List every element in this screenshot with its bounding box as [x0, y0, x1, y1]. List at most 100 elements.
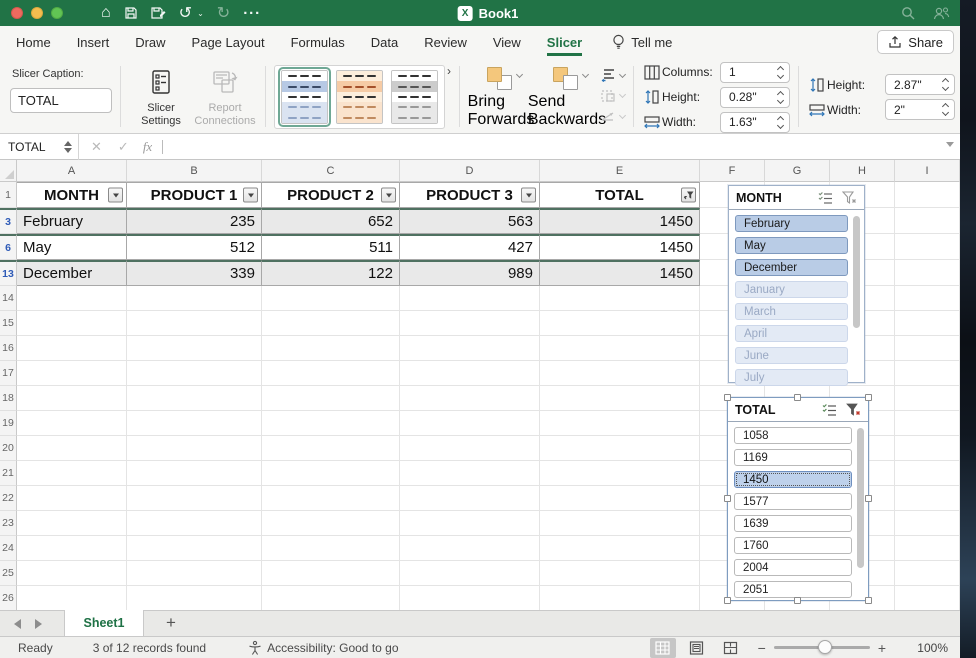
row-header-13[interactable]: 13: [0, 260, 17, 286]
column-header-F[interactable]: F: [700, 160, 765, 182]
empty-cell[interactable]: [127, 311, 262, 336]
empty-cell[interactable]: [400, 461, 540, 486]
resize-handle[interactable]: [794, 394, 801, 401]
next-sheet-icon[interactable]: [35, 619, 42, 629]
empty-cell[interactable]: [127, 536, 262, 561]
multi-select-icon[interactable]: [822, 403, 837, 416]
shape-height-input[interactable]: 2.87": [885, 74, 955, 95]
empty-cell[interactable]: [540, 411, 700, 436]
empty-cell[interactable]: [540, 386, 700, 411]
tab-slicer[interactable]: Slicer: [546, 28, 583, 56]
undo-dropdown-icon[interactable]: ⌄: [197, 8, 204, 18]
empty-cell[interactable]: [17, 286, 127, 311]
total-slicer-item-1058[interactable]: 1058: [734, 427, 852, 444]
empty-cell[interactable]: [127, 386, 262, 411]
empty-cell[interactable]: [127, 336, 262, 361]
empty-cell[interactable]: [540, 511, 700, 536]
empty-cell[interactable]: [262, 411, 400, 436]
clear-filter-icon[interactable]: [842, 190, 857, 205]
empty-cell[interactable]: [540, 536, 700, 561]
total-slicer[interactable]: TOTAL 1058 1169 1450 1577 1639 1760 2004 2051: [724, 394, 872, 604]
align-dropdown-icon[interactable]: [618, 70, 627, 78]
formula-bar-expand-icon[interactable]: [946, 142, 954, 147]
month-slicer-item-january[interactable]: January: [735, 281, 848, 298]
empty-cell[interactable]: [17, 386, 127, 411]
tab-data[interactable]: Data: [370, 35, 399, 50]
table-cell[interactable]: 1450: [540, 234, 700, 260]
empty-cell[interactable]: [895, 336, 960, 361]
slicer-columns-stepper[interactable]: [776, 65, 785, 79]
empty-cell[interactable]: [895, 286, 960, 311]
resize-handle[interactable]: [724, 495, 731, 502]
month-slicer-item-june[interactable]: June: [735, 347, 848, 364]
empty-cell[interactable]: [400, 436, 540, 461]
row-header-15[interactable]: 15: [0, 311, 17, 336]
empty-cell[interactable]: [127, 286, 262, 311]
empty-cell[interactable]: [17, 336, 127, 361]
send-backwards-button[interactable]: Send Backwards: [528, 66, 606, 129]
table-cell[interactable]: May: [17, 234, 127, 260]
row-header-14[interactable]: 14: [0, 286, 17, 311]
empty-cell[interactable]: [17, 486, 127, 511]
empty-cell[interactable]: [895, 182, 960, 208]
row-header-3[interactable]: 3: [0, 208, 17, 234]
month-slicer-item-march[interactable]: March: [735, 303, 848, 320]
empty-cell[interactable]: [17, 361, 127, 386]
empty-cell[interactable]: [262, 561, 400, 586]
minimize-button[interactable]: [31, 7, 43, 19]
empty-cell[interactable]: [400, 486, 540, 511]
name-box-spinner[interactable]: [64, 140, 72, 153]
slicer-height-input[interactable]: 0.28": [720, 86, 790, 108]
tab-view[interactable]: View: [492, 35, 521, 50]
empty-cell[interactable]: [895, 208, 960, 234]
empty-cell[interactable]: [830, 586, 895, 610]
table-cell[interactable]: 1450: [540, 208, 700, 234]
stepper-down-icon[interactable]: [941, 108, 950, 117]
month-slicer[interactable]: MONTH February May December January March Apr…: [728, 185, 865, 386]
resize-handle[interactable]: [724, 597, 731, 604]
empty-cell[interactable]: [895, 361, 960, 386]
empty-cell[interactable]: [17, 536, 127, 561]
column-header-G[interactable]: G: [765, 160, 830, 182]
fullscreen-button[interactable]: [51, 7, 63, 19]
empty-cell[interactable]: [127, 436, 262, 461]
row-header-20[interactable]: 20: [0, 436, 17, 461]
empty-cell[interactable]: [895, 561, 960, 586]
bring-forwards-button[interactable]: Bring Forwards: [468, 66, 534, 129]
empty-cell[interactable]: [400, 561, 540, 586]
row-header-23[interactable]: 23: [0, 511, 17, 536]
people-icon[interactable]: [933, 6, 950, 20]
tab-draw[interactable]: Draw: [135, 35, 166, 50]
table-cell[interactable]: 339: [127, 260, 262, 286]
save-as-icon[interactable]: [151, 6, 166, 20]
row-header-1[interactable]: 1: [0, 182, 17, 208]
empty-cell[interactable]: [262, 486, 400, 511]
total-slicer-scrollbar[interactable]: [857, 428, 864, 568]
table-cell[interactable]: 512: [127, 234, 262, 260]
table-cell[interactable]: 563: [400, 208, 540, 234]
month-slicer-scrollbar[interactable]: [853, 216, 860, 328]
empty-cell[interactable]: [127, 561, 262, 586]
more-commands-icon[interactable]: ···: [243, 4, 262, 22]
stepper-down-icon[interactable]: [776, 121, 785, 129]
insert-function-icon[interactable]: fx: [142, 138, 153, 154]
row-header-6[interactable]: 6: [0, 234, 17, 260]
empty-cell[interactable]: [895, 461, 960, 486]
column-header-H[interactable]: H: [830, 160, 895, 182]
slicer-width-input[interactable]: 1.63": [720, 111, 790, 133]
slicer-height-stepper[interactable]: [776, 90, 785, 104]
slicer-style-light-blue[interactable]: [278, 67, 331, 127]
row-header-16[interactable]: 16: [0, 336, 17, 361]
shape-height-stepper[interactable]: [941, 77, 950, 92]
resize-handle[interactable]: [865, 394, 872, 401]
share-button[interactable]: Share: [877, 30, 954, 54]
empty-cell[interactable]: [262, 361, 400, 386]
empty-cell[interactable]: [17, 311, 127, 336]
empty-cell[interactable]: [540, 361, 700, 386]
stepper-down-icon[interactable]: [941, 83, 950, 92]
empty-cell[interactable]: [262, 586, 400, 610]
table-cell[interactable]: February: [17, 208, 127, 234]
stepper-down-icon[interactable]: [776, 71, 785, 79]
gallery-more-icon[interactable]: ›: [447, 64, 451, 78]
total-slicer-item-1577[interactable]: 1577: [734, 493, 852, 510]
